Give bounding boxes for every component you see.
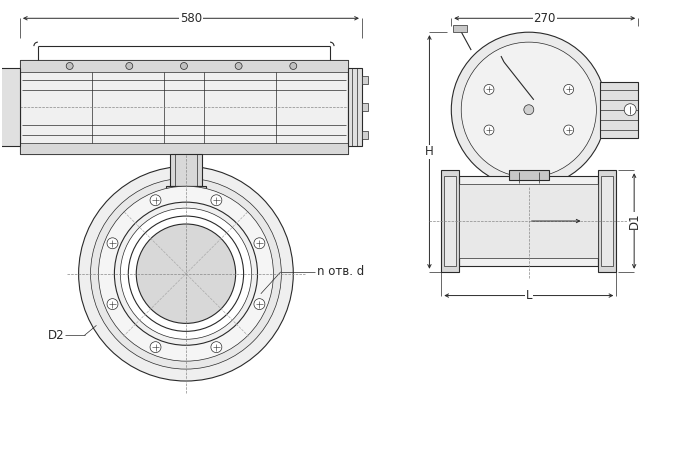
Bar bbox=[348, 68, 362, 146]
Bar bbox=[598, 170, 616, 272]
Bar bbox=[362, 76, 368, 84]
Bar bbox=[362, 131, 368, 139]
Text: D1: D1 bbox=[628, 213, 640, 229]
Bar bbox=[441, 170, 459, 272]
Bar bbox=[362, 103, 368, 111]
Bar bbox=[444, 176, 456, 266]
Circle shape bbox=[564, 125, 573, 135]
Circle shape bbox=[91, 178, 282, 369]
Circle shape bbox=[129, 216, 244, 331]
Text: H: H bbox=[425, 145, 434, 158]
Circle shape bbox=[114, 202, 257, 345]
Bar bbox=[601, 176, 613, 266]
Bar bbox=[170, 154, 202, 186]
Circle shape bbox=[121, 208, 252, 339]
Circle shape bbox=[126, 62, 133, 70]
Circle shape bbox=[98, 186, 274, 361]
Circle shape bbox=[181, 62, 188, 70]
Circle shape bbox=[290, 62, 297, 70]
Bar bbox=[459, 176, 598, 266]
Circle shape bbox=[254, 238, 265, 249]
Circle shape bbox=[254, 299, 265, 309]
Bar bbox=[0, 68, 20, 146]
Circle shape bbox=[235, 62, 242, 70]
Circle shape bbox=[107, 238, 118, 249]
Bar bbox=[600, 82, 638, 137]
Bar bbox=[509, 170, 548, 180]
Circle shape bbox=[211, 195, 222, 206]
Text: L: L bbox=[525, 289, 532, 302]
Circle shape bbox=[150, 195, 161, 206]
Circle shape bbox=[150, 342, 161, 352]
Circle shape bbox=[624, 104, 636, 116]
Bar bbox=[514, 172, 544, 183]
Circle shape bbox=[107, 299, 118, 309]
Circle shape bbox=[461, 42, 596, 177]
Text: D2: D2 bbox=[48, 329, 64, 342]
Circle shape bbox=[564, 84, 573, 94]
Bar bbox=[20, 60, 348, 154]
Circle shape bbox=[136, 224, 236, 323]
Circle shape bbox=[452, 32, 607, 187]
Bar bbox=[20, 60, 348, 72]
Bar bbox=[20, 142, 348, 154]
Circle shape bbox=[211, 342, 222, 352]
Circle shape bbox=[524, 105, 533, 114]
Circle shape bbox=[484, 84, 494, 94]
Text: 580: 580 bbox=[180, 12, 202, 25]
Text: n отв. d: n отв. d bbox=[318, 265, 365, 278]
Circle shape bbox=[79, 167, 293, 381]
Circle shape bbox=[66, 62, 73, 70]
Bar bbox=[459, 184, 598, 258]
Bar bbox=[454, 25, 467, 32]
Bar bbox=[166, 186, 206, 196]
Circle shape bbox=[484, 125, 494, 135]
Text: 270: 270 bbox=[533, 12, 556, 25]
